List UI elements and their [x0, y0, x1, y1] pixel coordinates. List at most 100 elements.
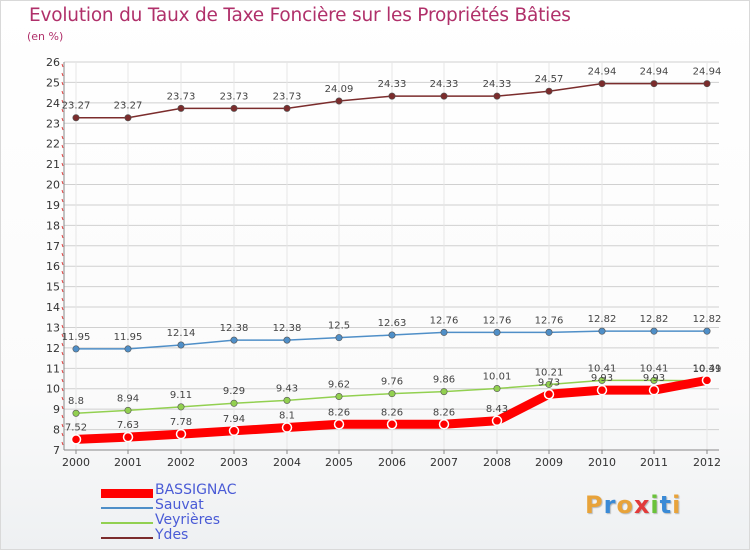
data-point: [281, 422, 293, 433]
data-point: [650, 376, 658, 384]
data-label: 9.93: [643, 373, 665, 384]
data-label: 8.1: [279, 411, 295, 422]
legend-label: Ydes: [155, 527, 189, 543]
data-label: 11.95: [62, 332, 91, 343]
axis-dash: [61, 216, 64, 221]
data-point: [230, 104, 238, 112]
data-label: 24.33: [378, 79, 407, 90]
data-point: [283, 104, 291, 112]
data-point: [650, 327, 658, 335]
y-tick-label: 25: [46, 76, 60, 89]
axis-dash: [61, 99, 64, 104]
data-label: 12.82: [588, 314, 617, 325]
data-label: 8.26: [381, 407, 403, 418]
data-label: 10.21: [535, 367, 564, 378]
x-tick-label: 2012: [693, 456, 721, 469]
data-label: 12.38: [220, 323, 249, 334]
data-point: [177, 341, 185, 349]
y-tick-label: 9: [53, 403, 60, 416]
data-point: [177, 403, 185, 411]
data-point: [177, 104, 185, 112]
data-point: [543, 389, 555, 400]
logo-letter: P: [585, 491, 604, 519]
y-tick-label: 22: [46, 138, 60, 151]
data-point: [335, 97, 343, 105]
data-point: [333, 419, 345, 430]
data-label: 12.76: [430, 315, 459, 326]
data-point: [72, 345, 80, 353]
y-tick-label: 23: [46, 117, 60, 130]
axis-dash: [61, 324, 64, 329]
y-tick-label: 10: [46, 383, 60, 396]
data-point: [124, 114, 132, 122]
data-label: 10.41: [693, 363, 722, 374]
data-label: 8.94: [117, 393, 139, 404]
axis-dash: [61, 63, 64, 68]
data-point: [545, 328, 553, 336]
axis-dash: [61, 234, 64, 239]
axis-dash: [61, 225, 64, 230]
y-unit-label: (en %): [27, 30, 64, 43]
data-point: [230, 399, 238, 407]
axis-dash: [61, 72, 64, 77]
data-label: 24.94: [588, 67, 617, 78]
line-chart: 7 8 9 10 11 12 13 14 15 16 17 18 19 20 21 22 23 24 25 26 200…: [46, 56, 722, 469]
data-label: 23.27: [62, 101, 91, 112]
data-point: [72, 114, 80, 122]
proxiti-logo: Proxiti: [585, 491, 681, 519]
axis-dash: [61, 414, 64, 419]
axis-dash: [61, 378, 64, 383]
data-point: [124, 406, 132, 414]
axis-dash: [61, 351, 64, 356]
axis-dash: [61, 270, 64, 275]
y-tick-label: 18: [46, 219, 60, 232]
data-point: [388, 331, 396, 339]
legend-swatch: [101, 507, 153, 509]
x-tick-label: 2007: [430, 456, 458, 469]
data-point: [438, 419, 450, 430]
y-tick-label: 12: [46, 342, 60, 355]
y-tick-label: 19: [46, 199, 60, 212]
data-point: [440, 328, 448, 336]
data-label: 7.94: [223, 414, 245, 425]
y-tick-label: 26: [46, 56, 60, 69]
data-label: 23.27: [114, 101, 143, 112]
data-point: [122, 431, 134, 443]
axis-dash: [61, 117, 64, 122]
legend-label: Veyrières: [155, 512, 221, 528]
axis-dash: [61, 396, 64, 401]
legend-swatch: [101, 522, 153, 524]
x-tick-label: 2010: [588, 456, 616, 469]
axis-dash: [61, 360, 64, 365]
axis-dash: [61, 306, 64, 311]
axis-dash: [61, 405, 64, 410]
data-point: [283, 336, 291, 344]
data-label: 10.41: [588, 363, 617, 374]
data-label: 12.76: [483, 315, 512, 326]
data-label: 24.33: [483, 79, 512, 90]
logo-letter: x: [633, 491, 651, 519]
axis-dash: [61, 387, 64, 392]
data-point: [228, 425, 240, 437]
logo-letter: i: [672, 491, 682, 519]
data-label: 7.52: [65, 422, 87, 433]
axis-dash: [61, 180, 64, 185]
data-point: [701, 375, 713, 386]
data-point: [72, 409, 80, 417]
axis-dash: [61, 342, 64, 347]
data-label: 10.41: [640, 363, 669, 374]
data-label: 10.01: [483, 372, 512, 383]
axis-dash: [61, 198, 64, 203]
axis-dash: [61, 162, 64, 167]
axis-dash: [61, 135, 64, 140]
data-label: 12.82: [693, 314, 722, 325]
data-point: [650, 80, 658, 88]
axis-dash: [61, 315, 64, 320]
data-point: [648, 384, 660, 396]
data-label: 23.73: [273, 91, 302, 102]
axis-dash: [61, 297, 64, 302]
data-point: [388, 390, 396, 398]
data-point: [124, 345, 132, 353]
data-label: 7.78: [170, 417, 192, 428]
